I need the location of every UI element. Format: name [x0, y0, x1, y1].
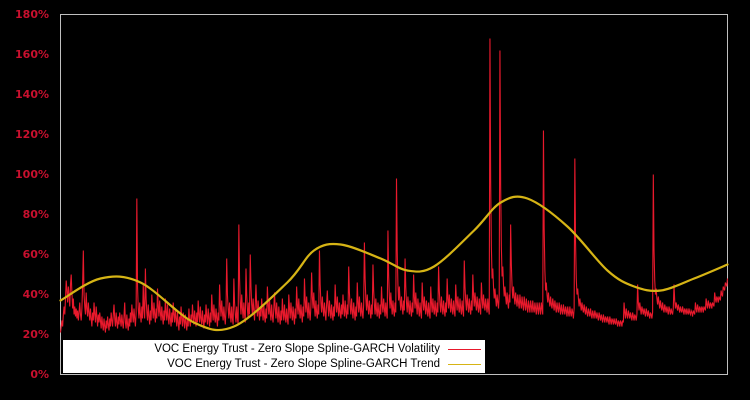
y-tick-label: 80% — [22, 207, 49, 221]
y-tick-label: 40% — [22, 287, 49, 301]
chart-legend[interactable]: VOC Energy Trust - Zero Slope Spline-GAR… — [63, 340, 485, 373]
legend-entry[interactable]: VOC Energy Trust - Zero Slope Spline-GAR… — [63, 342, 485, 357]
y-tick-label: 100% — [15, 167, 49, 181]
volatility-series-line — [59, 38, 729, 333]
trend-series-line — [59, 195, 729, 332]
y-tick-label: 160% — [15, 47, 49, 61]
y-tick-label: 20% — [22, 327, 49, 341]
legend-label-trend: VOC Energy Trust - Zero Slope Spline-GAR… — [167, 357, 440, 370]
legend-label-volatility: VOC Energy Trust - Zero Slope Spline-GAR… — [154, 342, 440, 355]
y-tick-label: 140% — [15, 87, 49, 101]
y-tick-label: 180% — [15, 7, 49, 21]
y-tick-label: 60% — [22, 247, 49, 261]
legend-swatch-volatility — [448, 344, 481, 355]
legend-swatch-trend — [448, 359, 481, 370]
y-tick-label: 0% — [30, 367, 49, 381]
plot-area-border — [60, 14, 728, 375]
series-layer — [59, 38, 729, 333]
legend-entry[interactable]: VOC Energy Trust - Zero Slope Spline-GAR… — [63, 357, 485, 372]
y-axis: 0% 20% 40% 60% 80% 100% 120% 140% 160% 180% — [0, 0, 56, 400]
y-tick-label: 120% — [15, 127, 49, 141]
